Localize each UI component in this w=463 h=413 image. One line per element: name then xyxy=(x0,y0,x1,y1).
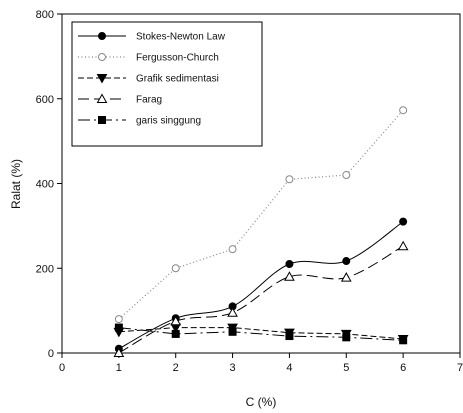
data-point xyxy=(399,217,408,226)
data-point xyxy=(114,323,123,332)
series-line xyxy=(118,109,404,320)
legend-label: Farag xyxy=(136,95,162,106)
y-tick-label: 400 xyxy=(36,179,54,191)
legend-marker xyxy=(98,116,106,124)
y-tick-label: 600 xyxy=(36,94,54,106)
data-point xyxy=(171,264,180,273)
data-point xyxy=(342,257,351,266)
y-tick-label: 0 xyxy=(48,348,54,360)
data-point xyxy=(399,106,408,115)
data-point xyxy=(285,175,294,184)
legend-marker xyxy=(96,93,108,103)
x-tick-label: 7 xyxy=(457,362,463,374)
x-axis-label: C (%) xyxy=(246,395,277,409)
legend-box xyxy=(71,21,263,147)
data-point xyxy=(397,240,409,251)
legend-marker xyxy=(98,32,106,40)
data-point xyxy=(342,171,351,180)
x-tick-label: 5 xyxy=(343,362,349,374)
data-point xyxy=(114,315,123,324)
series-garis-singgung xyxy=(114,323,408,345)
series-line xyxy=(118,221,404,350)
legend-marker xyxy=(98,53,106,61)
legend-label: Stokes-Newton Law xyxy=(136,32,226,43)
y-axis-label: Ralat (%) xyxy=(9,159,23,209)
series-stokes-newton-law xyxy=(114,217,408,353)
legend-item: garis singgung xyxy=(78,116,201,127)
data-point xyxy=(284,271,295,281)
series-line xyxy=(118,245,404,354)
legend-item: Fergusson-Church xyxy=(78,53,219,64)
data-point xyxy=(228,245,237,254)
x-tick-label: 0 xyxy=(59,362,65,374)
series-farag xyxy=(113,240,409,357)
series-line xyxy=(118,327,404,340)
axes: 0 1 2 3 4 5 6 7 0 200 400 600 800 xyxy=(36,9,463,374)
y-tick-label: 200 xyxy=(36,263,54,275)
series-layer xyxy=(113,106,409,357)
series-fergusson-church xyxy=(114,106,408,324)
series-line xyxy=(118,327,404,341)
legend-marker xyxy=(96,74,108,84)
x-tick-label: 1 xyxy=(116,362,122,374)
data-point xyxy=(342,333,351,342)
legend-label: Fergusson-Church xyxy=(136,53,219,64)
legend-item: Stokes-Newton Law xyxy=(78,32,226,43)
data-point xyxy=(285,260,294,269)
data-point xyxy=(340,272,352,282)
x-tick-label: 4 xyxy=(286,362,292,374)
data-point xyxy=(171,329,180,338)
x-tick-label: 6 xyxy=(400,362,406,374)
x-tick-label: 3 xyxy=(230,362,236,374)
x-tick-label: 2 xyxy=(173,362,179,374)
data-point xyxy=(228,327,237,336)
legend-label: garis singgung xyxy=(136,116,201,127)
data-point xyxy=(399,336,408,345)
data-point xyxy=(227,307,238,317)
data-point xyxy=(113,347,125,357)
data-point xyxy=(285,332,294,341)
legend-item: Farag xyxy=(78,93,162,106)
y-tick-label: 800 xyxy=(36,9,54,21)
legend-item: Grafik sedimentasi xyxy=(78,74,219,85)
data-point xyxy=(170,315,182,326)
legend-label: Grafik sedimentasi xyxy=(136,74,219,85)
legend: Stokes-Newton Law Fergusson-Church Grafik … xyxy=(71,21,263,147)
